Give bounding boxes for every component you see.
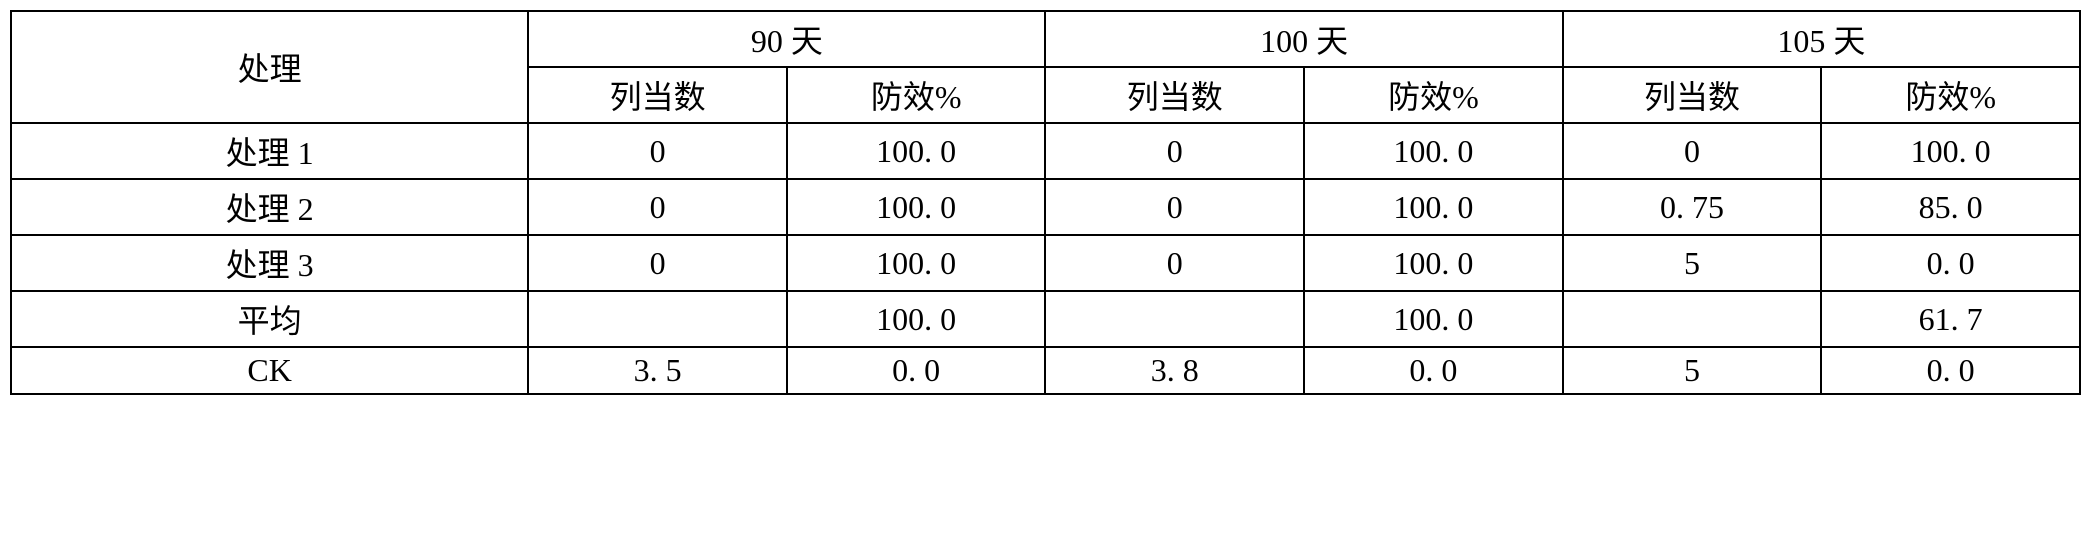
header-group-105: 105 天: [1563, 11, 2080, 67]
cell: [1045, 291, 1304, 347]
row-label: 处理 3: [11, 235, 528, 291]
header-group-100: 100 天: [1045, 11, 1562, 67]
table-row: 处理 2 0 100. 0 0 100. 0 0. 75 85. 0: [11, 179, 2080, 235]
cell: 5: [1563, 235, 1822, 291]
row-label: 处理 2: [11, 179, 528, 235]
cell: 0. 0: [787, 347, 1046, 394]
cell: 100. 0: [787, 291, 1046, 347]
header-group-90: 90 天: [528, 11, 1045, 67]
row-label: 处理 1: [11, 123, 528, 179]
cell: 100. 0: [787, 179, 1046, 235]
row-label: CK: [11, 347, 528, 394]
cell: 100. 0: [1304, 291, 1563, 347]
cell: 100. 0: [1304, 235, 1563, 291]
table-row: CK 3. 5 0. 0 3. 8 0. 0 5 0. 0: [11, 347, 2080, 394]
data-table: 处理 90 天 100 天 105 天 列当数 防效% 列当数 防效% 列当数 …: [10, 10, 2081, 395]
subheader-effect-3: 防效%: [1821, 67, 2080, 123]
subheader-count-2: 列当数: [1045, 67, 1304, 123]
table-row: 平均 100. 0 100. 0 61. 7: [11, 291, 2080, 347]
header-row-1: 处理 90 天 100 天 105 天: [11, 11, 2080, 67]
table-row: 处理 3 0 100. 0 0 100. 0 5 0. 0: [11, 235, 2080, 291]
cell: 0: [528, 179, 787, 235]
cell: 100. 0: [1821, 123, 2080, 179]
cell: 61. 7: [1821, 291, 2080, 347]
subheader-effect-1: 防效%: [787, 67, 1046, 123]
cell: 0: [528, 123, 787, 179]
subheader-effect-2: 防效%: [1304, 67, 1563, 123]
cell: 100. 0: [787, 235, 1046, 291]
subheader-count-3: 列当数: [1563, 67, 1822, 123]
cell: [1563, 291, 1822, 347]
cell: 0. 75: [1563, 179, 1822, 235]
row-label: 平均: [11, 291, 528, 347]
cell: 0. 0: [1304, 347, 1563, 394]
cell: 3. 8: [1045, 347, 1304, 394]
cell: 85. 0: [1821, 179, 2080, 235]
cell: 0. 0: [1821, 235, 2080, 291]
cell: 100. 0: [1304, 123, 1563, 179]
cell: 100. 0: [1304, 179, 1563, 235]
cell: 100. 0: [787, 123, 1046, 179]
cell: 0: [1563, 123, 1822, 179]
cell: 0: [1045, 179, 1304, 235]
subheader-count-1: 列当数: [528, 67, 787, 123]
cell: 5: [1563, 347, 1822, 394]
cell: 0. 0: [1821, 347, 2080, 394]
cell: 0: [1045, 123, 1304, 179]
cell: 0: [528, 235, 787, 291]
table-row: 处理 1 0 100. 0 0 100. 0 0 100. 0: [11, 123, 2080, 179]
cell: 0: [1045, 235, 1304, 291]
cell: [528, 291, 787, 347]
cell: 3. 5: [528, 347, 787, 394]
header-treatment: 处理: [11, 11, 528, 123]
